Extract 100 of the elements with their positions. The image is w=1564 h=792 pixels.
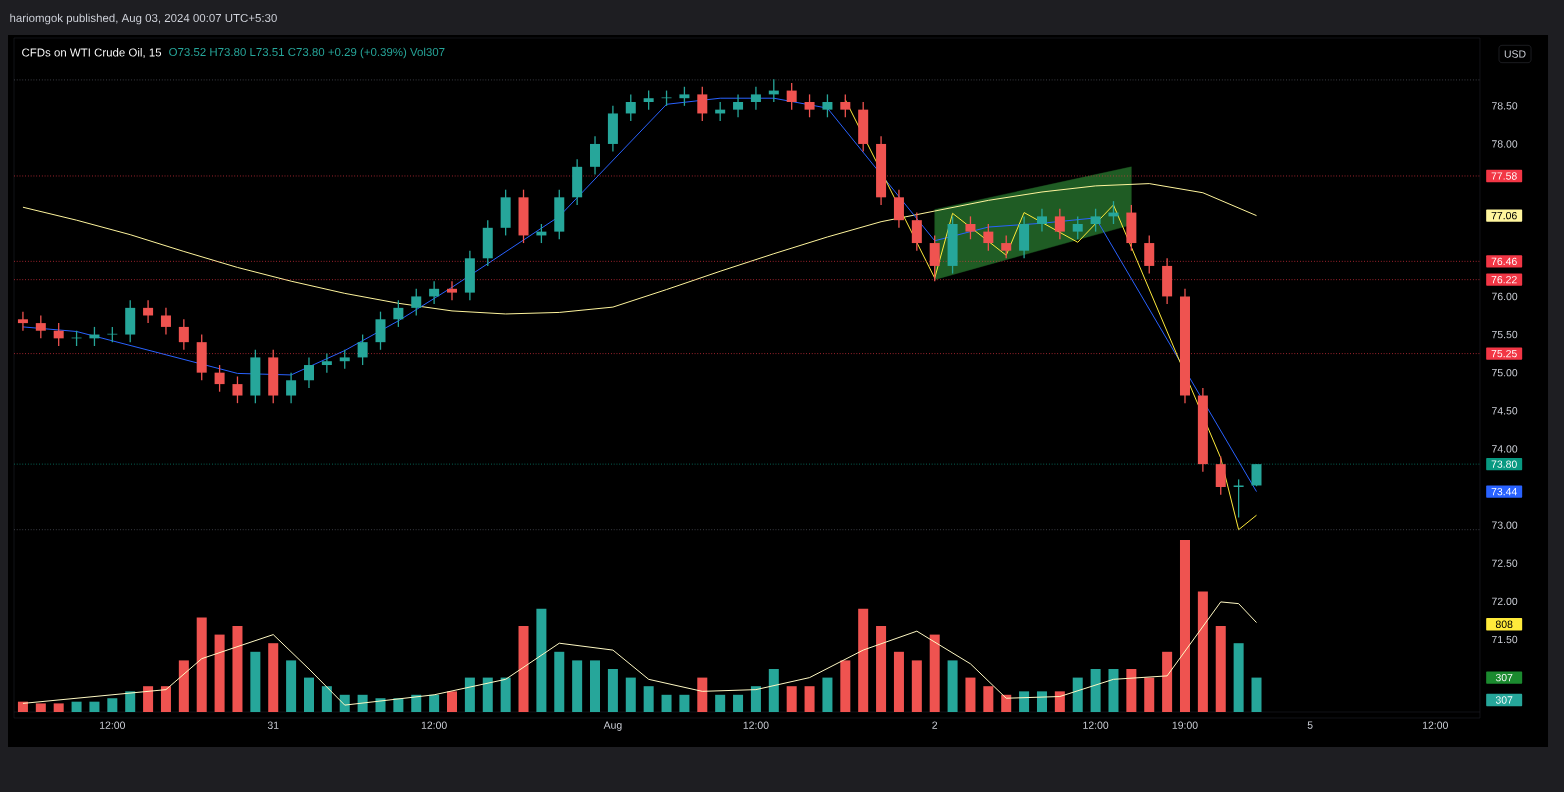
bar bbox=[697, 677, 708, 712]
bar bbox=[590, 660, 601, 712]
text: 808 bbox=[1495, 620, 1513, 628]
bar bbox=[840, 660, 851, 712]
bar bbox=[715, 694, 726, 712]
candlestick bbox=[35, 314, 46, 339]
candlestick bbox=[1251, 463, 1262, 487]
bar bbox=[89, 701, 100, 712]
candlestick bbox=[160, 307, 171, 336]
bar bbox=[1215, 626, 1226, 712]
bar bbox=[804, 686, 815, 712]
ref-line-label: 77.58 bbox=[1491, 172, 1517, 180]
y-tick-label: 71.50 bbox=[1492, 635, 1518, 644]
bar bbox=[143, 686, 154, 712]
x-tick-label: 12:00 bbox=[421, 721, 447, 729]
bar bbox=[643, 686, 654, 712]
candlestick bbox=[429, 280, 440, 305]
bar bbox=[375, 698, 386, 712]
candlestick bbox=[1001, 234, 1012, 259]
text: hariomgok published, Aug 03, 2024 00:07 UTC+5:30 bbox=[10, 13, 277, 25]
bar bbox=[1072, 677, 1083, 712]
candlestick bbox=[929, 234, 940, 282]
text: O73.52 H73.80 L73.51 C73.80 +0.29 (+0.39%) Vol307 bbox=[169, 47, 445, 59]
candlestick bbox=[679, 86, 690, 107]
bar bbox=[1233, 643, 1244, 712]
bar bbox=[679, 694, 690, 712]
y-tick-label: 78.00 bbox=[1492, 140, 1518, 148]
bar bbox=[733, 694, 744, 712]
bar bbox=[196, 617, 207, 712]
bar bbox=[232, 626, 243, 712]
bar bbox=[554, 651, 565, 712]
bar bbox=[607, 669, 618, 712]
candlestick bbox=[1090, 208, 1101, 233]
bar bbox=[983, 686, 994, 712]
candlestick bbox=[590, 135, 601, 176]
bar bbox=[572, 660, 583, 712]
bar bbox=[250, 651, 261, 712]
bar bbox=[1126, 669, 1137, 712]
x-tick-label: 12:00 bbox=[1422, 721, 1448, 729]
bar bbox=[1090, 669, 1101, 712]
ref-line-label: 75.25 bbox=[1491, 349, 1517, 358]
bar bbox=[482, 677, 493, 712]
bar bbox=[411, 694, 422, 712]
line-series bbox=[844, 99, 1257, 531]
candlestick bbox=[840, 93, 851, 118]
y-tick-label: 74.00 bbox=[1492, 445, 1518, 453]
bar bbox=[214, 634, 225, 712]
candlestick bbox=[321, 352, 332, 374]
bar bbox=[35, 703, 46, 712]
candlestick bbox=[965, 215, 976, 240]
bar bbox=[965, 677, 976, 712]
candlestick bbox=[1072, 215, 1083, 240]
bar bbox=[536, 608, 547, 712]
bar bbox=[625, 677, 636, 712]
bar bbox=[53, 703, 64, 712]
candlestick bbox=[1054, 208, 1065, 240]
bar bbox=[107, 698, 118, 712]
candlestick bbox=[393, 299, 404, 328]
y-tick-label: 72.00 bbox=[1492, 597, 1518, 606]
bar bbox=[125, 691, 136, 712]
text: CFDs on WTI Crude Oil, 15 bbox=[22, 48, 162, 58]
candlestick bbox=[232, 375, 243, 404]
candlestick bbox=[893, 189, 904, 229]
text: 77.06 bbox=[1491, 211, 1517, 220]
bar bbox=[1251, 677, 1262, 712]
y-tick-label: 78.50 bbox=[1492, 102, 1518, 110]
candlestick bbox=[733, 93, 744, 118]
x-tick-label: 31 bbox=[267, 721, 279, 729]
candlestick bbox=[911, 211, 922, 252]
y-tick-label: 74.50 bbox=[1492, 407, 1518, 415]
y-tick-label: 73.00 bbox=[1492, 521, 1518, 529]
candlestick bbox=[697, 86, 708, 122]
candlestick bbox=[983, 223, 994, 252]
bar bbox=[429, 694, 440, 712]
candlestick bbox=[643, 89, 654, 111]
candlestick bbox=[286, 372, 297, 404]
bar bbox=[947, 660, 958, 712]
candlestick bbox=[17, 311, 28, 332]
bar bbox=[518, 626, 529, 712]
bar bbox=[393, 698, 404, 712]
candlestick bbox=[143, 299, 154, 324]
x-tick-label: 12:00 bbox=[1083, 721, 1109, 729]
bar bbox=[858, 608, 869, 712]
bar bbox=[447, 691, 458, 712]
candlestick bbox=[1036, 208, 1047, 233]
bar bbox=[500, 677, 511, 712]
bar bbox=[160, 686, 171, 712]
bar bbox=[1054, 691, 1065, 712]
candlestick bbox=[357, 333, 368, 366]
bar bbox=[321, 686, 332, 712]
bar bbox=[178, 660, 189, 712]
candlestick bbox=[786, 82, 797, 111]
bar bbox=[929, 634, 940, 712]
bar bbox=[1162, 651, 1173, 712]
text: 73.44 bbox=[1491, 487, 1517, 496]
bar bbox=[911, 660, 922, 712]
bar bbox=[357, 694, 368, 712]
bar bbox=[1108, 669, 1119, 712]
bar bbox=[822, 677, 833, 712]
candlestick bbox=[53, 322, 64, 347]
